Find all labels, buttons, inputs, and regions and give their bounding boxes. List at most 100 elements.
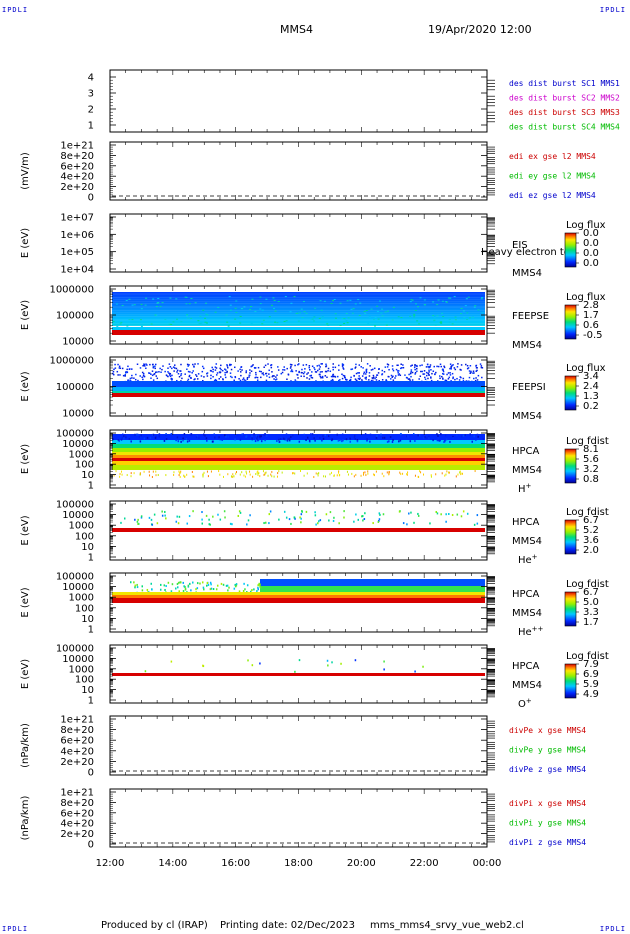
colorbar-tick-label: 0.0: [583, 238, 599, 249]
spectrogram-speckle: [451, 514, 454, 517]
spectrogram-speckle: [318, 317, 321, 319]
spectrogram-speckle: [201, 370, 204, 373]
spectrogram-speckle: [124, 374, 127, 376]
spectrogram-speckle: [364, 433, 367, 436]
spectrogram-speckle: [466, 512, 469, 515]
spectrogram-speckle: [408, 512, 410, 515]
spectrogram-speckle: [259, 435, 261, 438]
spectrogram-speckle: [220, 364, 222, 367]
spectrogram-speckle: [278, 438, 280, 441]
spectrogram-speckle: [159, 305, 162, 307]
spectrogram-speckle: [186, 368, 188, 371]
spectrogram-speckle: [458, 434, 461, 437]
spectrogram-band: [112, 294, 485, 296]
spectrogram-speckle: [398, 510, 401, 513]
spectrogram-speckle: [355, 379, 358, 382]
y-tick-label: 1000000: [49, 356, 94, 367]
species-label: H+: [518, 482, 532, 495]
spectrogram-speckle: [185, 438, 188, 441]
spectrogram-speckle: [258, 582, 261, 585]
spectrogram-speckle: [372, 522, 374, 525]
spectrogram-speckle: [480, 298, 483, 300]
spectrogram-speckle: [441, 375, 443, 378]
spectrogram-speckle: [293, 296, 296, 298]
spectrogram-speckle: [389, 436, 392, 439]
spectrogram-speckle: [313, 320, 316, 322]
spectrogram-speckle: [137, 379, 139, 382]
spectrogram-speckle: [195, 436, 198, 439]
y-tick-label: 100: [75, 531, 94, 542]
panel-frame: [109, 715, 488, 776]
spectrogram-speckle: [127, 365, 129, 368]
spectrogram-speckle: [209, 581, 212, 584]
spectrogram-speckle: [268, 513, 271, 516]
spectrogram-speckle: [289, 311, 292, 313]
spectrogram-speckle: [128, 319, 131, 321]
spectrogram-speckle: [414, 670, 416, 673]
spectrogram-speckle: [167, 581, 170, 584]
spectrogram-speckle: [233, 475, 235, 478]
spectrogram-band: [112, 323, 485, 325]
spectrogram-speckle: [257, 472, 259, 475]
spectrogram-speckle: [454, 368, 457, 371]
spectrogram-speckle: [358, 314, 361, 316]
spectrogram-speckle: [309, 375, 311, 377]
spectrogram-speckle: [218, 436, 220, 439]
spectrogram-speckle: [294, 517, 296, 520]
spectrogram-speckle: [142, 372, 145, 375]
spectrogram-speckle: [141, 589, 144, 592]
spectrogram-speckle: [277, 472, 279, 475]
spectrogram-speckle: [273, 375, 275, 377]
spectrogram-speckle: [354, 366, 357, 368]
spectrogram-speckle: [212, 588, 215, 591]
spectrogram-speckle: [180, 373, 183, 375]
spectrogram-speckle: [204, 321, 207, 323]
spectrogram-speckle: [294, 364, 296, 367]
spectrogram-speckle: [319, 371, 322, 373]
spectrogram-speckle: [193, 366, 195, 368]
spectrogram-speckle: [460, 515, 463, 518]
colorbar-tick-label: 5.9: [583, 679, 599, 690]
spectrogram-speckle: [391, 376, 393, 378]
spectrogram-speckle: [180, 581, 182, 584]
spectrogram-speckle: [192, 475, 194, 478]
spectrogram-speckle: [300, 513, 303, 516]
spectrogram-speckle: [212, 375, 214, 378]
spectrogram-speckle: [171, 378, 173, 380]
spectrogram-speckle: [347, 438, 350, 441]
spectrogram-speckle: [392, 379, 395, 381]
spectrogram-speckle: [353, 436, 356, 439]
spectrogram-speckle: [381, 472, 383, 475]
spectrogram-speckle: [207, 475, 209, 478]
legend-entry: des dist burst SC3 MMS3: [509, 108, 620, 117]
spectrogram-speckle: [334, 317, 337, 319]
spectrogram-speckle: [305, 439, 307, 442]
spectrogram-speckle: [425, 374, 428, 377]
spectrogram-speckle: [419, 375, 422, 378]
spectrogram-speckle: [465, 363, 467, 366]
spectrogram-speckle: [148, 516, 151, 519]
spectrogram-speckle: [419, 470, 421, 473]
spectrogram-speckle: [467, 296, 470, 298]
spectrogram-speckle: [360, 474, 362, 477]
spectrogram-speckle: [226, 365, 229, 367]
spectrogram-speckle: [351, 312, 354, 314]
spectrogram-speckle: [330, 302, 333, 304]
spectrogram-speckle: [190, 298, 193, 300]
spectrogram-speckle: [239, 473, 241, 476]
instrument-label: HPCA: [512, 517, 540, 528]
spectrogram-speckle: [339, 302, 342, 304]
y-tick-label: 1e+06: [60, 230, 94, 241]
spectrogram-speckle: [438, 439, 441, 442]
spectrogram-speckle: [254, 310, 257, 312]
y-tick-label: 6e+20: [60, 736, 94, 747]
spectrogram-speckle: [365, 373, 367, 375]
spectrogram-speckle: [242, 378, 244, 381]
y-tick-label: 100000: [56, 311, 94, 322]
spectrogram-speckle: [112, 370, 115, 373]
spectrogram-speckle: [115, 470, 117, 473]
spectrogram-speckle: [408, 373, 410, 376]
spectrogram-speckle: [436, 439, 439, 442]
spectrogram-speckle: [129, 368, 131, 370]
y-tick-label: 10: [81, 542, 94, 553]
